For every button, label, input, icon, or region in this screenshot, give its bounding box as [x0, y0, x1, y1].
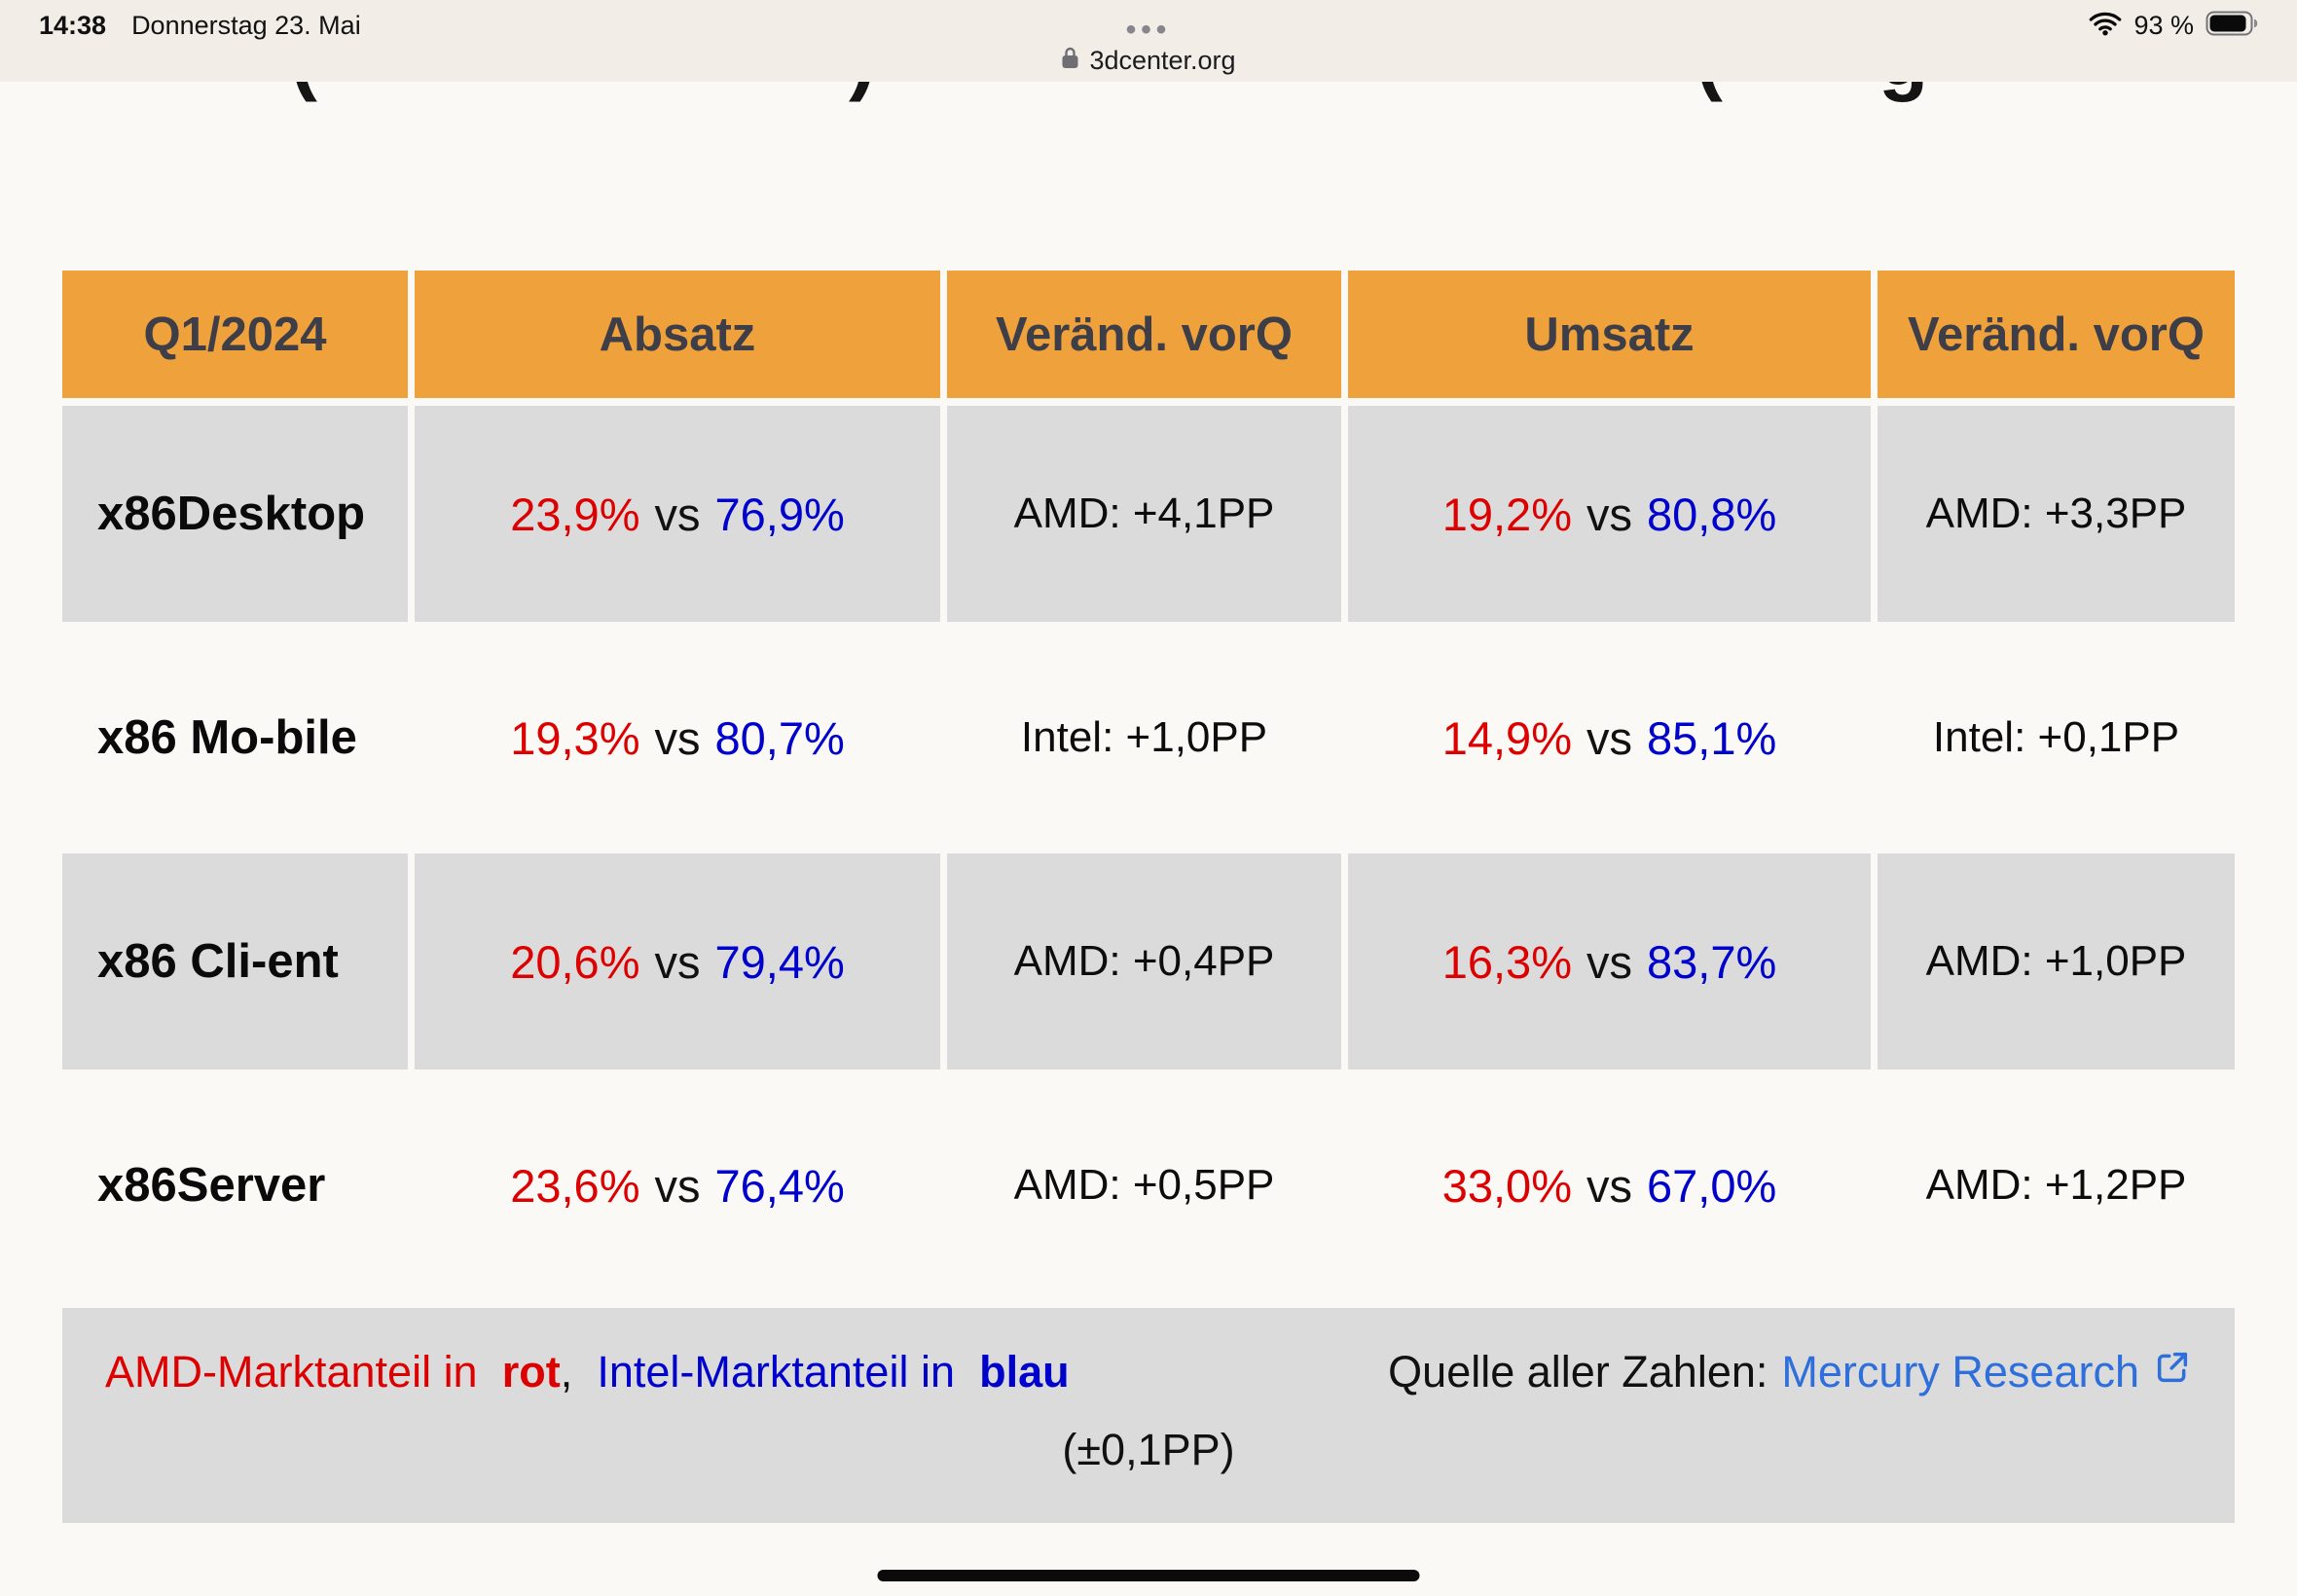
vs-label: vs: [654, 711, 701, 764]
row-label-line: Desktop: [176, 487, 366, 540]
clipped-heading-fragment: g: [1878, 82, 1928, 104]
legend-separator: ,: [560, 1347, 573, 1396]
column-header: Q1/2024: [62, 271, 408, 398]
umsatz-cell: 14,9% vs 85,1%: [1348, 630, 1871, 846]
address-bar[interactable]: 3dcenter.org: [0, 41, 2297, 80]
umsatz-intel-value: 85,1%: [1647, 711, 1777, 764]
legend-intel-color-word: blau: [979, 1347, 1070, 1396]
url-domain: 3dcenter.org: [1089, 45, 1236, 75]
absatz-amd-value: 20,6%: [510, 935, 640, 988]
vs-label: vs: [654, 935, 701, 988]
battery-icon: [2206, 11, 2258, 41]
color-legend: AMD-Marktanteil in rot, Intel-Marktantei…: [105, 1347, 1070, 1397]
vs-label: vs: [1586, 935, 1632, 988]
column-header: Veränd. vorQ: [947, 271, 1341, 398]
umsatz-intel-value: 80,8%: [1647, 488, 1777, 540]
row-label-line: x86: [97, 1158, 177, 1212]
absatz-amd-value: 23,6%: [510, 1159, 640, 1212]
row-label: x86 Cli-ent: [62, 853, 408, 1070]
source-attribution: Quelle aller Zahlen: Mercury Research: [1388, 1347, 2192, 1397]
wifi-icon: [2089, 11, 2122, 41]
battery-percent: 93 %: [2133, 10, 2194, 40]
status-bar: 14:38 Donnerstag 23. Mai ••• 93 %: [0, 6, 2297, 46]
umsatz-intel-value: 83,7%: [1647, 935, 1777, 988]
absatz-delta-cell: AMD: +0,5PP: [1013, 1161, 1275, 1209]
absatz-delta-cell: AMD: +0,4PP: [947, 853, 1341, 1070]
browser-chrome: 14:38 Donnerstag 23. Mai ••• 93 %: [0, 0, 2297, 82]
clipped-heading-fragment: ): [849, 82, 876, 104]
row-label: x86 Server: [62, 1077, 408, 1293]
row-label-line: ent: [267, 934, 339, 988]
row-label-line: Server: [176, 1158, 326, 1212]
row-label-line: x86 Mo-: [97, 710, 275, 764]
date-label: Donnerstag 23. Mai: [131, 10, 361, 40]
absatz-cell: 23,6% vs 76,4%: [415, 1077, 940, 1293]
lock-icon: [1061, 46, 1079, 75]
absatz-cell: 23,9% vs 76,9%: [415, 406, 940, 622]
umsatz-amd-value: 16,3%: [1441, 935, 1572, 988]
absatz-delta-cell: Intel: +1,0PP: [1020, 713, 1268, 761]
row-label: x86 Mo-bile: [62, 630, 408, 846]
absatz-intel-value: 80,7%: [714, 711, 845, 764]
table-footnote: AMD-Marktanteil in rot, Intel-Marktantei…: [62, 1308, 2235, 1523]
umsatz-intel-value: 67,0%: [1647, 1159, 1777, 1212]
row-label-line: bile: [274, 710, 357, 764]
status-icons: 93 %: [2089, 11, 2258, 41]
tolerance-note: (±0,1PP): [1062, 1425, 1235, 1474]
market-share-table: Q1/2024 Absatz Veränd. vorQ Umsatz Veränd. v…: [62, 271, 2235, 1293]
home-indicator[interactable]: [877, 1570, 1420, 1581]
vs-label: vs: [1586, 1159, 1632, 1212]
absatz-amd-value: 19,3%: [510, 711, 640, 764]
umsatz-amd-value: 14,9%: [1441, 711, 1572, 764]
legend-amd-color-word: rot: [501, 1347, 561, 1396]
external-link-icon[interactable]: [2153, 1347, 2192, 1397]
umsatz-cell: 16,3% vs 83,7%: [1348, 853, 1871, 1070]
column-header: Absatz: [415, 271, 940, 398]
umsatz-amd-value: 19,2%: [1441, 488, 1572, 540]
umsatz-delta-cell: AMD: +1,0PP: [1878, 853, 2235, 1070]
umsatz-delta-cell: AMD: +3,3PP: [1878, 406, 2235, 622]
vs-label: vs: [1586, 488, 1632, 540]
clock: 14:38: [39, 10, 107, 40]
umsatz-delta-cell: AMD: +1,2PP: [1925, 1161, 2187, 1209]
row-label: x86 Desktop: [62, 406, 408, 622]
absatz-amd-value: 23,9%: [510, 488, 640, 540]
vs-label: vs: [1586, 711, 1632, 764]
legend-intel-text: Intel-Marktanteil in: [597, 1347, 955, 1396]
source-label: Quelle aller Zahlen:: [1388, 1347, 1768, 1396]
absatz-intel-value: 79,4%: [714, 935, 845, 988]
clipped-heading-fragment: (: [1695, 82, 1723, 104]
row-label-line: x86: [97, 487, 177, 540]
absatz-cell: 20,6% vs 79,4%: [415, 853, 940, 1070]
absatz-delta-cell: AMD: +4,1PP: [947, 406, 1341, 622]
absatz-cell: 19,3% vs 80,7%: [415, 630, 940, 846]
absatz-intel-value: 76,9%: [714, 488, 845, 540]
clipped-heading-strip: () ( g: [0, 82, 2297, 106]
clock-date-group: 14:38 Donnerstag 23. Mai: [39, 11, 361, 41]
umsatz-cell: 33,0% vs 67,0%: [1348, 1077, 1871, 1293]
umsatz-delta-cell: Intel: +0,1PP: [1932, 713, 2180, 761]
mercury-research-link[interactable]: Mercury Research: [1781, 1347, 2139, 1396]
row-label-line: x86 Cli-: [97, 934, 268, 988]
tab-overview-dots[interactable]: •••: [1125, 14, 1172, 46]
column-header: Veränd. vorQ: [1878, 271, 2235, 398]
column-header: Umsatz: [1348, 271, 1871, 398]
vs-label: vs: [654, 488, 701, 540]
vs-label: vs: [654, 1159, 701, 1212]
legend-amd-text: AMD-Marktanteil in: [105, 1347, 478, 1396]
absatz-intel-value: 76,4%: [714, 1159, 845, 1212]
umsatz-amd-value: 33,0%: [1441, 1159, 1572, 1212]
clipped-heading-fragment: (: [290, 82, 317, 104]
umsatz-cell: 19,2% vs 80,8%: [1348, 406, 1871, 622]
